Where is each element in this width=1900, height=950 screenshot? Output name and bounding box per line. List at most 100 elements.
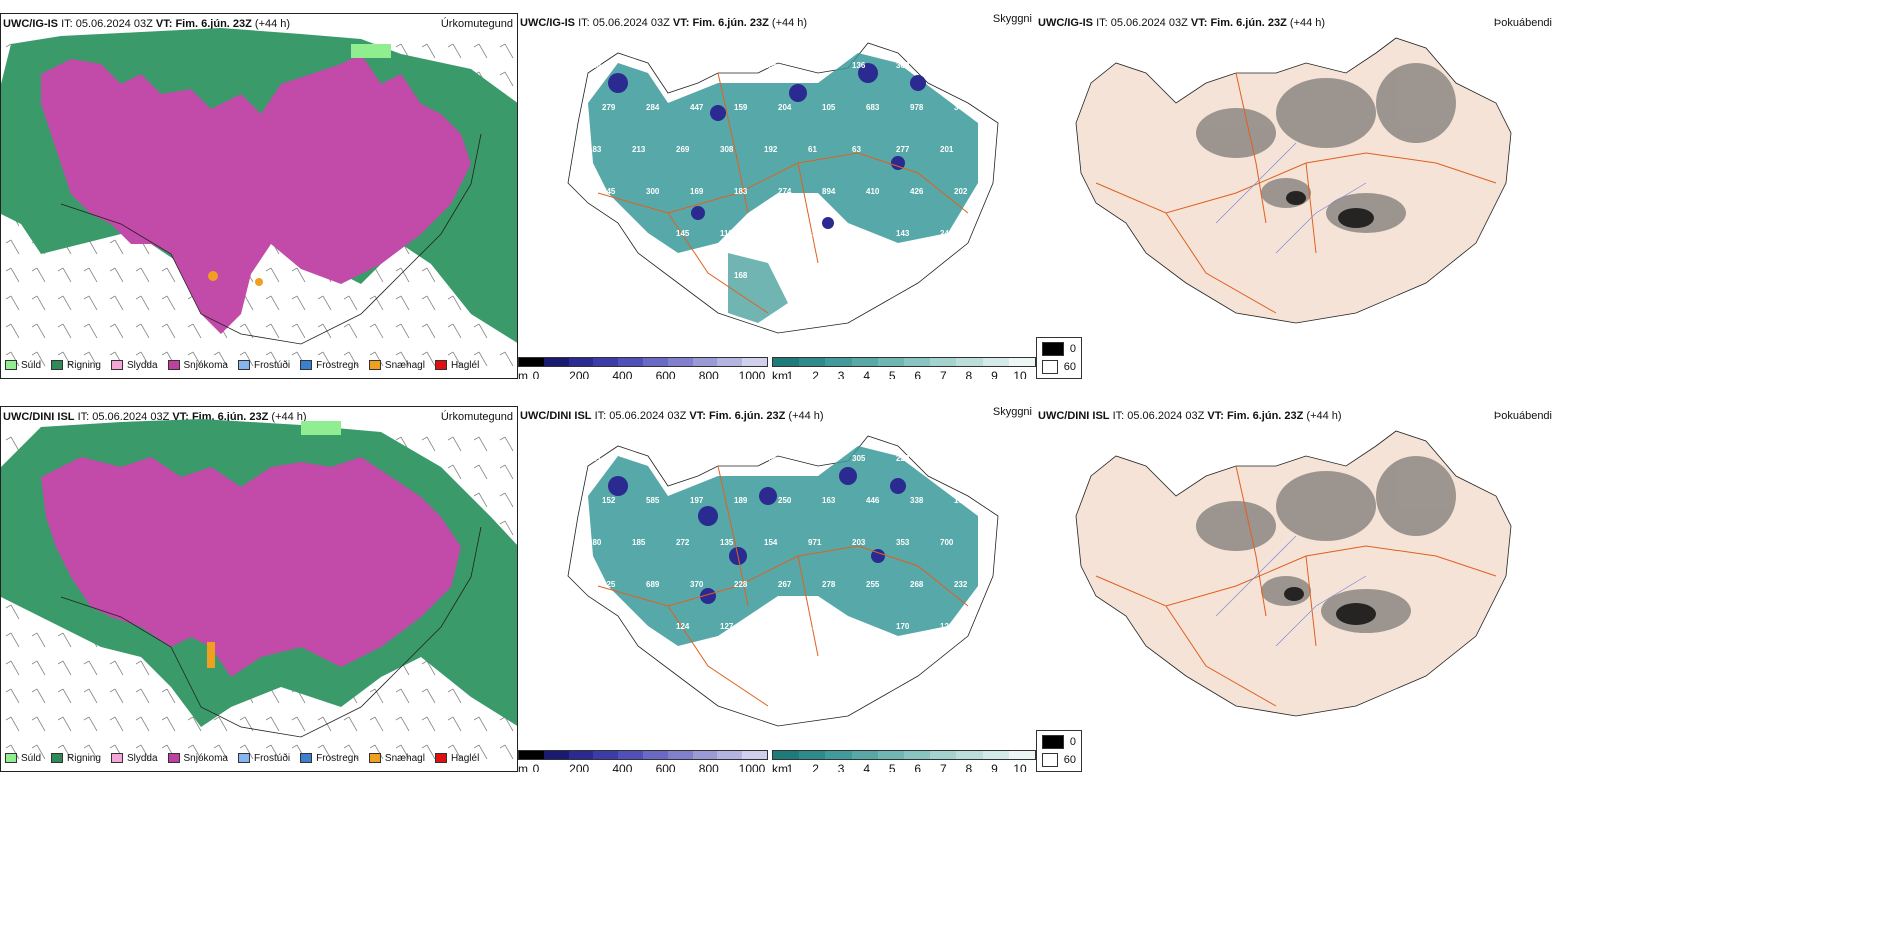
wind-barb	[161, 295, 176, 311]
wind-barb	[135, 716, 150, 732]
visibility-value: 300	[646, 187, 660, 196]
legend-item-rain: Rigning	[51, 360, 101, 371]
coastline	[60, 133, 482, 345]
wind-barb	[499, 351, 514, 367]
wind-barb	[5, 267, 20, 283]
visibility-value: 272	[676, 538, 690, 547]
visibility-value: 268	[910, 580, 924, 589]
visibility-value: 105	[822, 103, 836, 112]
wind-barb	[5, 688, 20, 704]
colorbar-tick: 2	[812, 369, 819, 379]
wind-barb	[499, 464, 514, 480]
colorbar-tick: 8	[965, 762, 973, 772]
wind-barb	[447, 43, 462, 59]
legend-item-drizzle: Súld	[5, 360, 41, 371]
visibility-value: 277	[896, 145, 910, 154]
panel-title: Skyggni	[992, 406, 1032, 418]
wind-barb	[187, 716, 202, 732]
visibility-value: 460	[602, 271, 616, 280]
visibility-value: 267	[778, 580, 792, 589]
visibility-value: 124	[676, 622, 690, 631]
wind-barb	[57, 660, 72, 676]
drizzle-patch	[301, 421, 341, 435]
visibility-value: 202	[954, 187, 968, 196]
wind-barb	[395, 688, 410, 704]
legend-item-rain: Rigning	[51, 753, 101, 764]
wind-barb	[421, 351, 436, 367]
visibility-map: 138 152 160 153 155 168 136 369 271 279 284 447 159 2…	[567, 42, 999, 334]
wind-barb	[31, 632, 46, 648]
colorbar-tick: 7	[939, 369, 947, 379]
wind-barb	[499, 492, 514, 508]
wind-barb	[109, 267, 124, 283]
visibility-values: 138 152 160 153 155 168 136 369 271 279 284 447 159 2…	[588, 61, 968, 280]
visibility-value: 61	[588, 622, 597, 631]
colorbar-km-unit: km	[772, 762, 788, 772]
wind-barb	[499, 744, 514, 760]
visibility-value: 149	[632, 229, 646, 238]
rivers	[1215, 535, 1367, 647]
legend-item-freezing-drizzle: Frostúði	[237, 360, 290, 371]
colorbar-m	[518, 750, 768, 760]
visibility-m-colorbar: m 0 200 400 600 800 1000	[518, 750, 768, 772]
visibility-value: 189	[734, 496, 748, 505]
visibility-value: 68	[632, 622, 641, 631]
visibility-value: 280	[588, 538, 602, 547]
colorbar-tick: 10	[1013, 762, 1027, 772]
colorbar-tick: 6	[914, 762, 922, 772]
legend-item-drizzle: Súld	[5, 753, 41, 764]
rivers	[1215, 142, 1367, 254]
visibility-value: 370	[690, 580, 704, 589]
visibility-value: 160	[676, 61, 690, 70]
wind-barb	[447, 688, 462, 704]
wind-barb	[265, 295, 280, 311]
wind-barb	[473, 464, 488, 480]
visibility-value: 284	[646, 103, 660, 112]
visibility-value: 585	[646, 496, 660, 505]
wind-barb	[499, 436, 514, 452]
wind-barb	[239, 351, 254, 367]
wind-barb	[135, 323, 150, 339]
colorbar-tick: 3	[837, 369, 845, 379]
visibility-value: 279	[602, 103, 616, 112]
visibility-value: 683	[866, 103, 880, 112]
colorbar-tick: 7	[939, 762, 947, 772]
legend-swatch-white	[1042, 753, 1058, 767]
visibility-value: 159	[734, 103, 748, 112]
wind-barb	[135, 744, 150, 760]
wind-barb	[499, 43, 514, 59]
wind-barb	[421, 688, 436, 704]
wind-barb	[395, 323, 410, 339]
visibility-value: 213	[632, 145, 646, 154]
wind-barb	[213, 351, 228, 367]
visibility-value: 97	[866, 271, 875, 280]
colorbar-tick: 9	[991, 762, 998, 772]
visibility-m-colorbar: m 0 200 400 600 800 1000	[518, 357, 768, 379]
panel-title: Þokuábendi	[1493, 410, 1552, 422]
wind-barb	[447, 323, 462, 339]
visibility-value: 63	[852, 145, 861, 154]
visibility-value: 978	[910, 103, 924, 112]
wind-barb	[265, 323, 280, 339]
wind-barb	[473, 492, 488, 508]
wind-barb	[83, 267, 98, 283]
visibility-value: 745	[602, 187, 616, 196]
wind-barb	[421, 267, 436, 283]
visibility-value: 353	[896, 538, 910, 547]
panel-title: Úrkomutegund	[440, 411, 513, 423]
visibility-value: 232	[954, 580, 968, 589]
wind-barb	[135, 351, 150, 367]
visibility-value: 105	[954, 496, 968, 505]
visibility-panel-bottom: UWC/DINI ISL IT: 05.06.2024 03Z VT: Fim.…	[518, 406, 1036, 772]
wind-barb	[109, 239, 124, 255]
wind-barb	[291, 323, 306, 339]
wind-barb	[187, 351, 202, 367]
snow-pellets	[255, 278, 263, 286]
panel-title: Skyggni	[992, 13, 1032, 25]
wind-barb	[83, 295, 98, 311]
visibility-value: 153	[764, 229, 778, 238]
wind-barb	[395, 267, 410, 283]
visibility-value: 201	[940, 145, 954, 154]
visibility-value: 115	[808, 229, 821, 238]
wind-barb	[369, 351, 384, 367]
